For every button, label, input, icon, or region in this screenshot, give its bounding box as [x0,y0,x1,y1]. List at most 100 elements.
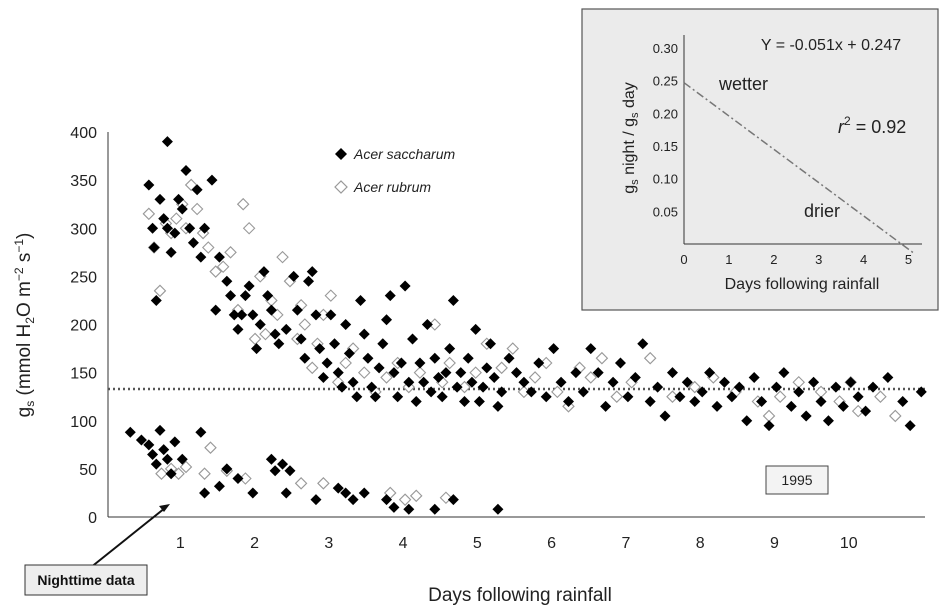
saccharum-day-point [585,343,597,355]
saccharum-day-point [176,203,188,215]
inset-drier-label: drier [804,201,840,221]
saccharum-day-point [150,294,162,306]
rubrum-day-point [528,371,542,384]
saccharum-day-point [897,396,909,407]
rubrum-day-point [242,221,256,235]
saccharum-day-point [169,227,181,239]
saccharum-day-point [696,386,708,398]
rubrum-day-point [584,371,598,384]
rubrum-night-point [294,477,308,490]
rubrum-night-point [172,467,185,480]
saccharum-day-point [440,367,452,379]
inset-x-tick-labels: 0 1 2 3 4 5 [680,252,912,267]
saccharum-day-point [347,376,359,388]
saccharum-day-point [704,367,716,379]
saccharum-night-point [221,463,233,475]
saccharum-day-point [915,386,927,398]
rubrum-day-point [224,246,237,259]
saccharum-night-point [447,494,459,506]
inset-r2-label: r2 = 0.92 [838,114,906,137]
saccharum-day-point [355,294,367,306]
y-tick-label: 300 [70,221,97,238]
saccharum-day-point [187,237,199,249]
saccharum-day-point [262,290,274,302]
saccharum-day-point [756,396,768,407]
rubrum-night-point [398,493,412,506]
saccharum-day-point [332,367,344,379]
rubrum-day-point [259,327,272,341]
rubrum-night-point [439,491,453,505]
saccharum-day-point [548,343,560,355]
saccharum-night-point [143,439,155,451]
saccharum-day-point [147,222,159,234]
saccharum-day-point [652,381,664,393]
saccharum-night-point [492,503,504,515]
saccharum-day-point [373,362,385,374]
rubrum-night-point [198,467,211,480]
saccharum-day-point [210,304,222,316]
saccharum-day-point [407,333,419,345]
saccharum-day-point [280,323,292,335]
saccharum-day-point [384,290,396,302]
saccharum-night-point [269,465,281,477]
y-tick-label: 350 [70,173,97,190]
rubrum-night-point [155,467,168,480]
rubrum-day-point [190,202,204,216]
inset-chart: 0.05 0.10 0.15 0.20 0.25 0.30 0 1 2 3 4 5 Y = -0.0… [581,8,939,311]
saccharum-day-point [882,371,894,383]
saccharum-day-point [867,381,879,393]
saccharum-night-point [195,426,207,438]
saccharum-day-point [488,371,500,383]
saccharum-day-point [154,193,166,205]
saccharum-day-point [288,270,300,282]
saccharum-day-point [410,396,422,407]
saccharum-day-point [562,396,574,407]
saccharum-day-point [362,352,374,364]
saccharum-day-point [533,357,545,369]
inset-x-tick-label: 4 [860,252,867,267]
saccharum-day-point [600,400,612,412]
saccharum-day-point [681,376,693,388]
saccharum-day-point [481,362,493,374]
saccharum-night-point [284,465,296,477]
saccharum-day-point [666,367,678,379]
rubrum-day-point [551,385,564,399]
saccharum-day-point [570,367,582,379]
saccharum-day-point [518,376,530,388]
x-tick-label: 7 [621,535,630,552]
saccharum-day-point [822,415,834,427]
x-tick-labels: 1 2 3 4 5 6 7 8 9 10 [176,535,858,552]
x-tick-label: 3 [324,535,333,552]
saccharum-day-point [644,396,656,407]
rubrum-day-point [814,385,828,399]
saccharum-day-point [213,251,225,263]
saccharum-day-point [436,391,448,403]
inset-x-tick-label: 0 [680,252,687,267]
saccharum-night-point [154,424,166,436]
x-tick-label: 4 [399,535,408,552]
annotation-arrow-line [89,507,166,569]
saccharum-night-point [124,426,136,438]
saccharum-day-point [247,309,259,321]
saccharum-day-point [860,405,872,417]
saccharum-day-point [492,400,504,412]
rubrum-night-point [409,489,423,503]
rubrum-day-point [469,366,482,379]
x-tick-label: 8 [696,535,705,552]
saccharum-day-point [306,266,318,278]
y-axis-label: gs (mmol H2O m−2 s−1) [12,233,37,418]
saccharum-day-point [429,352,441,364]
rubrum-day-point [792,375,806,389]
saccharum-day-point [447,294,459,306]
rubrum-night-point [179,460,193,474]
saccharum-day-point [414,357,426,369]
inset-x-tick-label: 5 [905,252,912,267]
saccharum-day-point [770,381,782,393]
inset-y-tick-label: 0.15 [653,139,678,154]
saccharum-night-point [165,468,177,480]
saccharum-day-point [800,410,812,422]
saccharum-night-point [310,494,322,506]
saccharum-day-point [317,371,329,383]
saccharum-day-point [236,309,248,321]
saccharum-day-point [689,396,701,407]
